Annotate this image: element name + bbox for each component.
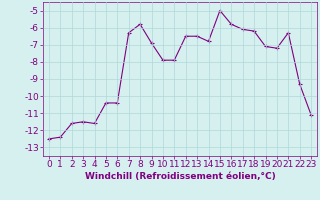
X-axis label: Windchill (Refroidissement éolien,°C): Windchill (Refroidissement éolien,°C)	[84, 172, 276, 181]
